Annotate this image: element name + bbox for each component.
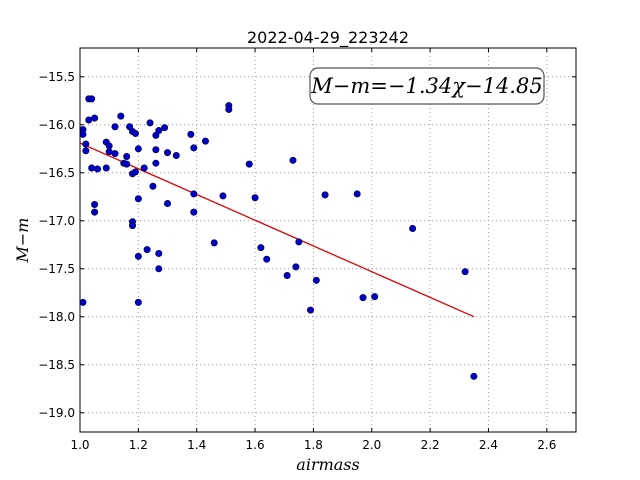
data-point — [82, 140, 90, 148]
data-point — [94, 165, 102, 173]
x-tick-label: 1.6 — [246, 438, 265, 452]
data-point — [201, 137, 209, 145]
data-point — [283, 272, 291, 280]
y-tick-labels: −15.5 −16.0 −16.5 −17.0 −17.5 −18.0 −18.5 −19.0 — [38, 70, 75, 420]
data-point — [105, 148, 113, 156]
y-tick-label: −17.5 — [38, 262, 75, 276]
data-point — [164, 149, 172, 157]
y-tick-label: −17.0 — [38, 214, 75, 228]
data-point — [79, 298, 87, 306]
data-point — [251, 194, 259, 202]
data-point — [134, 145, 142, 153]
x-tick-label: 2.0 — [362, 438, 381, 452]
data-point — [123, 160, 131, 168]
data-point — [263, 255, 271, 263]
data-point — [91, 114, 99, 122]
data-point — [155, 249, 163, 257]
data-point — [143, 246, 151, 254]
y-tick-label: −16.0 — [38, 118, 75, 132]
data-point — [134, 252, 142, 260]
data-point — [88, 95, 96, 103]
data-point — [146, 119, 154, 127]
data-point — [210, 239, 218, 247]
data-point — [190, 190, 198, 198]
data-point — [79, 130, 87, 138]
x-tick-label: 1.2 — [129, 438, 148, 452]
y-tick-label: −18.5 — [38, 358, 75, 372]
y-axis-label: M−m — [13, 218, 32, 264]
data-point — [219, 192, 227, 200]
data-point — [131, 129, 139, 137]
data-point — [257, 244, 265, 252]
data-point — [134, 195, 142, 203]
data-point — [131, 168, 139, 176]
data-point — [470, 372, 478, 380]
data-point — [117, 112, 125, 120]
x-tick-labels: 1.0 1.2 1.4 1.6 1.8 2.0 2.2 2.4 2.6 — [70, 438, 556, 452]
data-point — [321, 191, 329, 199]
data-point — [152, 159, 160, 167]
x-tick-label: 1.4 — [187, 438, 206, 452]
y-tick-label: −19.0 — [38, 406, 75, 420]
data-point — [111, 123, 119, 131]
data-point — [111, 150, 119, 158]
data-point — [295, 238, 303, 246]
data-point — [409, 224, 417, 232]
data-point — [152, 146, 160, 154]
x-tick-label: 2.6 — [537, 438, 556, 452]
x-tick-label: 2.2 — [421, 438, 440, 452]
plot-frame — [79, 47, 577, 433]
plot-area — [80, 48, 576, 432]
data-point — [105, 142, 113, 150]
x-axis-label: airmass — [296, 455, 359, 474]
fit-equation: M−m=−1.34χ−14.85 — [310, 74, 542, 98]
data-point — [245, 160, 253, 168]
data-points-layer — [79, 95, 478, 380]
data-point — [134, 298, 142, 306]
data-point — [306, 306, 314, 314]
y-tick-label: −18.0 — [38, 310, 75, 324]
data-point — [129, 222, 137, 230]
data-point — [190, 144, 198, 152]
data-point — [85, 116, 93, 124]
data-point — [190, 208, 198, 216]
data-point — [155, 127, 163, 135]
fit-line — [79, 142, 475, 318]
y-tick-label: −16.5 — [38, 166, 75, 180]
annotation-box — [309, 67, 545, 105]
data-point — [225, 105, 233, 113]
x-tick-label: 2.4 — [479, 438, 498, 452]
data-point — [102, 164, 110, 172]
fit-equation-box: M−m=−1.34χ−14.85 — [309, 67, 545, 105]
data-point — [91, 208, 99, 216]
data-point — [161, 124, 169, 132]
data-point — [172, 152, 180, 160]
data-point — [371, 293, 379, 301]
data-point — [91, 200, 99, 208]
data-point — [312, 276, 320, 284]
data-point — [292, 263, 300, 271]
data-point — [359, 294, 367, 302]
fit-line-layer — [79, 142, 475, 318]
y-tick-label: −15.5 — [38, 70, 75, 84]
data-point — [461, 268, 469, 276]
x-tick-label: 1.8 — [304, 438, 323, 452]
data-point — [82, 147, 90, 155]
data-point — [187, 130, 195, 138]
axis-ticks — [79, 48, 576, 432]
data-point — [149, 182, 157, 190]
data-point — [123, 152, 131, 160]
data-point — [164, 200, 172, 208]
x-tick-label: 1.0 — [70, 438, 89, 452]
data-point — [289, 156, 297, 164]
data-point — [353, 190, 361, 198]
data-point — [88, 164, 96, 172]
data-point — [140, 164, 148, 172]
data-point — [155, 265, 163, 273]
chart-title: 2022-04-29_223242 — [247, 28, 409, 48]
